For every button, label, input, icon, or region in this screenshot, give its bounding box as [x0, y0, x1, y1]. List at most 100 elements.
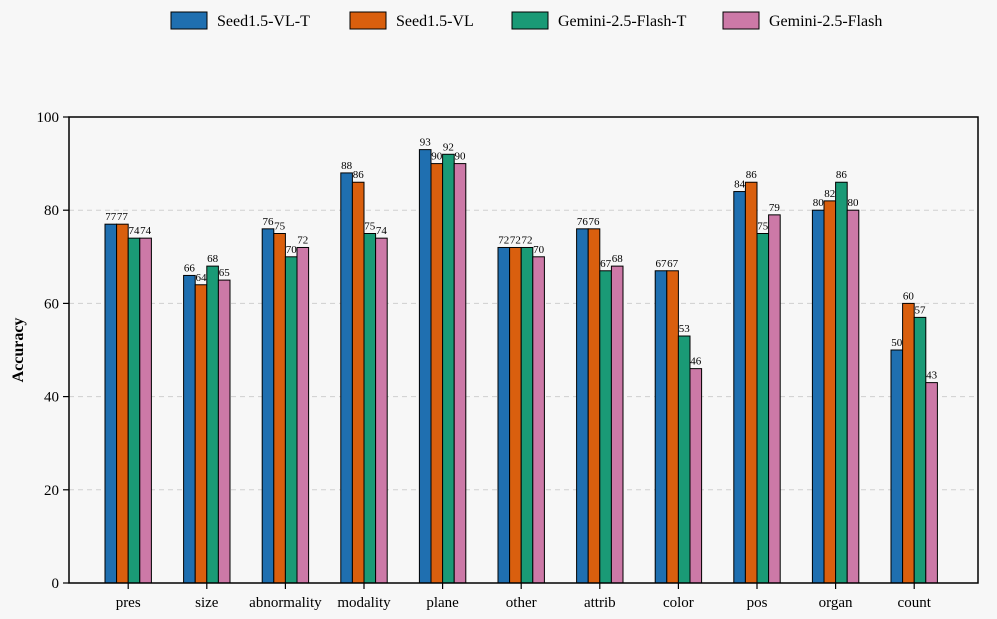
bar	[890, 349, 904, 584]
bar	[375, 237, 388, 584]
data-label: 67	[600, 258, 612, 270]
data-label: 79	[769, 202, 781, 214]
bar	[768, 214, 781, 584]
x-tick-label: other	[506, 595, 537, 611]
data-label: 72	[510, 234, 521, 246]
legend: Seed1.5-VL-T Seed1.5-VL Gemini-2.5-Flash-T…	[170, 11, 882, 30]
bar	[599, 270, 612, 584]
bar	[689, 368, 703, 584]
bar	[363, 233, 377, 584]
data-label: 80	[813, 197, 825, 209]
bar	[273, 233, 286, 584]
x-tick-label: modality	[337, 595, 391, 611]
data-label: 84	[734, 179, 746, 191]
y-tick-label: 40	[44, 390, 59, 406]
bar	[846, 209, 860, 584]
bar	[744, 181, 758, 584]
data-label: 76	[577, 216, 589, 228]
bar	[442, 153, 455, 584]
bar	[453, 163, 467, 584]
x-tick-label: attrib	[584, 595, 616, 611]
y-axis-title: Accuracy	[10, 318, 27, 383]
bar	[811, 209, 825, 584]
data-label: 53	[679, 323, 691, 335]
data-label: 74	[376, 225, 388, 237]
data-label: 46	[690, 356, 702, 368]
bar	[497, 246, 511, 584]
data-label: 86	[836, 169, 848, 181]
bar	[902, 302, 915, 584]
y-tick-label: 60	[44, 296, 59, 312]
legend-swatch	[722, 11, 760, 30]
legend-swatch	[349, 11, 387, 30]
data-label: 75	[274, 221, 286, 233]
plot-frame	[68, 116, 979, 584]
bar	[677, 335, 691, 584]
data-label: 75	[757, 221, 769, 233]
bar	[261, 228, 275, 584]
data-label: 86	[353, 169, 365, 181]
x-tick-label: size	[195, 595, 219, 611]
legend-item: Gemini-2.5-Flash-T	[511, 11, 687, 30]
bar	[532, 256, 545, 584]
data-label: 57	[915, 304, 927, 316]
data-label: 76	[263, 216, 275, 228]
data-label: 74	[129, 225, 141, 237]
bar	[296, 246, 310, 584]
x-tick-label: pos	[747, 595, 768, 611]
bar	[835, 181, 848, 584]
data-label: 77	[117, 211, 129, 223]
bars	[104, 149, 938, 584]
data-label: 93	[420, 137, 432, 149]
legend-item: Gemini-2.5-Flash	[722, 11, 882, 30]
data-label: 66	[184, 262, 196, 274]
legend-label: Gemini-2.5-Flash-T	[558, 13, 687, 30]
x-tick-label: color	[663, 595, 694, 611]
bar	[194, 284, 208, 584]
x-tick-label: plane	[426, 595, 459, 611]
y-tick-label: 80	[44, 203, 59, 219]
bar	[430, 163, 444, 584]
y-tick-label: 0	[52, 576, 60, 592]
legend-swatch	[511, 11, 549, 30]
data-label: 70	[286, 244, 298, 256]
data-label: 60	[903, 290, 915, 302]
x-tick-label: organ	[819, 595, 853, 611]
data-label: 88	[341, 160, 353, 172]
data-label: 50	[891, 337, 903, 349]
data-label: 72	[522, 234, 533, 246]
data-label: 77	[105, 211, 117, 223]
bar	[284, 256, 298, 584]
legend-label: Seed1.5-VL-T	[217, 13, 310, 30]
data-label: 82	[824, 188, 835, 200]
bar	[756, 233, 770, 584]
bar	[520, 246, 534, 584]
legend-item: Seed1.5-VL	[349, 11, 474, 30]
data-label: 72	[297, 234, 308, 246]
data-label: 43	[926, 370, 938, 382]
bar	[509, 246, 522, 584]
data-label: 68	[207, 253, 219, 265]
bar	[666, 270, 679, 584]
bar	[183, 274, 196, 584]
data-label: 80	[848, 197, 860, 209]
data-label: 74	[140, 225, 152, 237]
legend-label: Gemini-2.5-Flash	[769, 13, 882, 30]
bar	[733, 191, 746, 584]
bar	[206, 265, 219, 584]
bar	[823, 200, 837, 584]
bar	[104, 223, 118, 584]
data-label: 75	[364, 221, 376, 233]
data-label: 72	[498, 234, 509, 246]
bar	[610, 265, 624, 584]
bar	[654, 270, 668, 584]
data-label: 90	[431, 151, 443, 163]
bar	[913, 316, 927, 584]
bar	[587, 228, 601, 584]
data-label: 67	[667, 258, 679, 270]
x-tick-label: abnormality	[249, 595, 322, 611]
data-label: 65	[219, 267, 231, 279]
x-tick-label: count	[898, 595, 932, 611]
y-tick-label: 100	[37, 110, 60, 126]
